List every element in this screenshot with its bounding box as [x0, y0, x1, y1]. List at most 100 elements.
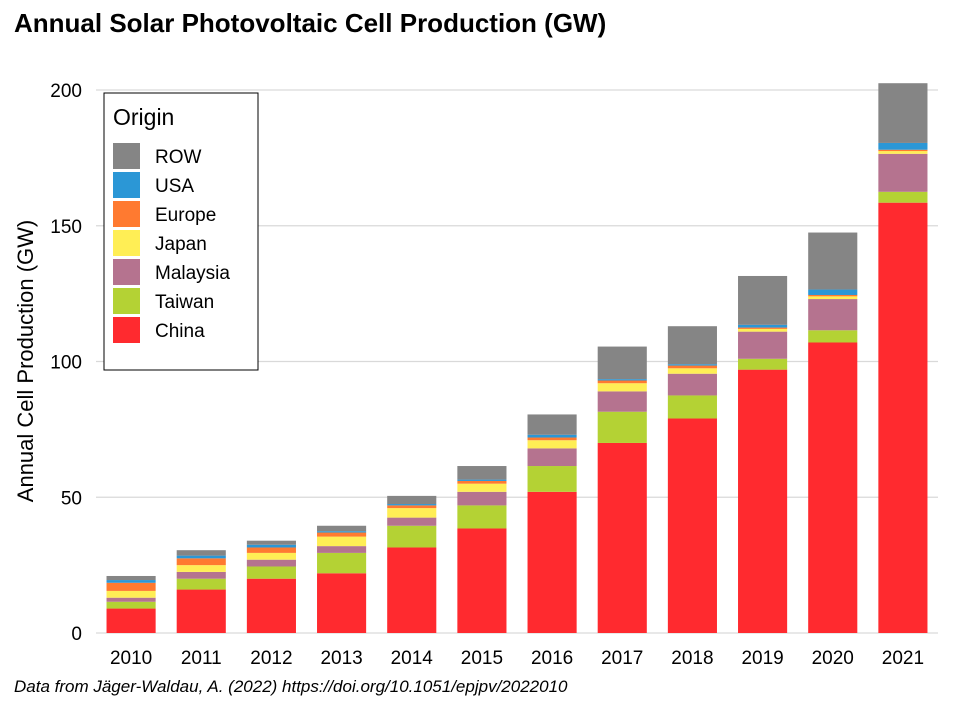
legend-label-japan: Japan [155, 234, 207, 255]
bar-row-2018 [667, 326, 717, 365]
bar-japan-2019 [738, 328, 788, 332]
bar-taiwan-2010 [106, 601, 156, 609]
bar-usa-2010 [106, 580, 156, 583]
bar-china-2017 [597, 442, 647, 633]
y-tick-label: 50 [61, 488, 82, 509]
bar-row-2017 [597, 346, 647, 380]
x-tick-label: 2019 [741, 648, 783, 669]
bar-europe-2018 [667, 365, 717, 369]
bar-china-2016 [527, 491, 577, 633]
bar-japan-2014 [387, 508, 437, 518]
bar-japan-2015 [457, 483, 507, 492]
x-tick-label: 2021 [882, 648, 924, 669]
bar-taiwan-2020 [808, 330, 858, 343]
bar-japan-2013 [317, 536, 367, 547]
bar-usa-2012 [246, 544, 296, 548]
legend: Origin ROW USA Europe Japan Malaysia Taiwan Ch… [103, 92, 259, 371]
x-tick-label: 2016 [531, 648, 573, 669]
bar-malaysia-2011 [176, 571, 226, 579]
x-tick-label: 2017 [601, 648, 643, 669]
bar-row-2012 [246, 540, 296, 545]
x-tick-label: 2020 [812, 648, 854, 669]
bar-malaysia-2017 [597, 391, 647, 412]
legend-label-malaysia: Malaysia [155, 263, 230, 284]
bar-japan-2017 [597, 383, 647, 392]
bar-row-2021 [878, 83, 928, 143]
bar-usa-2020 [808, 289, 858, 295]
bar-europe-2011 [176, 558, 226, 566]
bar-china-2020 [808, 342, 858, 633]
x-tick-label: 2015 [461, 648, 503, 669]
y-axis-label: Annual Cell Production (GW) [13, 220, 38, 502]
bar-taiwan-2014 [387, 525, 437, 548]
y-axis-ticks: 0 50 100 150 200 [50, 81, 82, 645]
y-tick-label: 100 [50, 353, 82, 374]
bar-malaysia-2018 [667, 373, 717, 396]
bar-usa-2017 [597, 379, 647, 381]
legend-swatch-usa [113, 172, 140, 198]
y-tick-label: 200 [50, 81, 82, 102]
y-tick-label: 0 [71, 624, 82, 645]
bar-malaysia-2010 [106, 597, 156, 602]
bar-usa-2015 [457, 479, 507, 481]
legend-label-row: ROW [155, 147, 202, 168]
bar-row-2010 [106, 575, 156, 581]
bar-europe-2020 [808, 294, 858, 297]
bar-japan-2012 [246, 552, 296, 560]
bar-europe-2015 [457, 480, 507, 484]
bar-malaysia-2012 [246, 559, 296, 567]
bar-taiwan-2017 [597, 411, 647, 443]
legend-label-usa: USA [155, 176, 194, 197]
bar-malaysia-2016 [527, 448, 577, 467]
bar-usa-2019 [738, 324, 788, 328]
x-tick-label: 2013 [320, 648, 362, 669]
bar-china-2021 [878, 202, 928, 634]
legend-swatch-china [113, 317, 140, 343]
bar-japan-2010 [106, 590, 156, 598]
bar-usa-2013 [317, 531, 367, 533]
bar-row-2019 [738, 275, 788, 325]
bar-china-2013 [317, 573, 367, 633]
legend-swatch-taiwan [113, 288, 140, 314]
bar-usa-2021 [878, 142, 928, 150]
legend-swatch-japan [113, 230, 140, 256]
y-tick-label: 150 [50, 217, 82, 238]
bar-japan-2021 [878, 151, 928, 154]
bar-japan-2018 [667, 368, 717, 374]
bar-europe-2010 [106, 582, 156, 591]
bar-china-2012 [246, 578, 296, 633]
bar-taiwan-2019 [738, 358, 788, 370]
bar-europe-2019 [738, 327, 788, 329]
bar-malaysia-2020 [808, 299, 858, 331]
chart-title: Annual Solar Photovoltaic Cell Productio… [14, 8, 607, 38]
bar-row-2016 [527, 414, 577, 435]
bar-japan-2011 [176, 565, 226, 572]
bar-row-2015 [457, 466, 507, 480]
bar-taiwan-2018 [667, 395, 717, 419]
bar-europe-2021 [878, 149, 928, 152]
bar-malaysia-2014 [387, 517, 437, 526]
bar-taiwan-2011 [176, 578, 226, 590]
bar-taiwan-2016 [527, 466, 577, 492]
bar-row-2020 [808, 232, 858, 290]
legend-label-europe: Europe [155, 205, 216, 226]
legend-title: Origin [113, 104, 174, 130]
bar-taiwan-2021 [878, 191, 928, 203]
bar-usa-2018 [667, 364, 717, 366]
bar-europe-2014 [387, 505, 437, 509]
bar-row-2014 [387, 495, 437, 505]
legend-swatch-europe [113, 201, 140, 227]
bar-malaysia-2013 [317, 546, 367, 553]
x-axis-ticks: 2010 2011 2012 2013 2014 2015 2016 2017 2018 2019… [110, 648, 924, 669]
bar-malaysia-2015 [457, 491, 507, 506]
bar-usa-2011 [176, 555, 226, 559]
bar-taiwan-2012 [246, 566, 296, 579]
legend-label-taiwan: Taiwan [155, 292, 214, 313]
bars [106, 83, 928, 634]
bar-chart: 2010 2011 2012 2013 2014 2015 2016 2017 2018 2019… [13, 81, 938, 669]
x-tick-label: 2018 [671, 648, 713, 669]
legend-swatch-malaysia [113, 259, 140, 285]
bar-malaysia-2019 [738, 331, 788, 359]
bar-china-2015 [457, 528, 507, 633]
x-tick-label: 2014 [391, 648, 434, 669]
